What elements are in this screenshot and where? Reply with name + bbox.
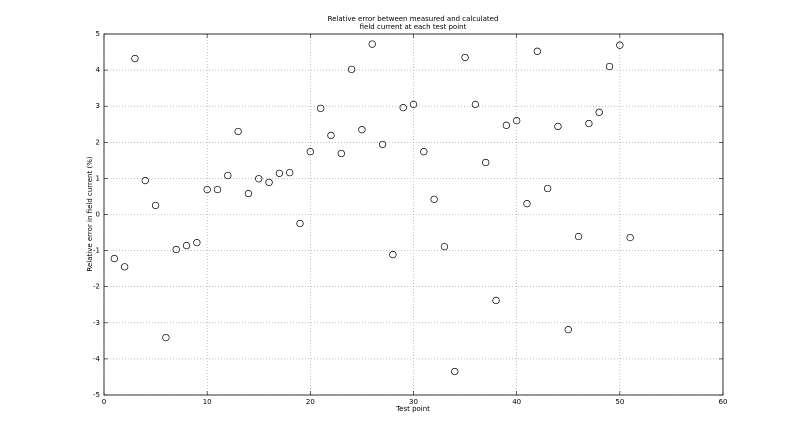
point: [141, 176, 149, 185]
point: [533, 47, 541, 55]
point: [120, 263, 129, 271]
point: [595, 108, 603, 116]
y-tick-label: -1: [93, 247, 100, 255]
chart-title: Relative error between measured and calc…: [328, 15, 499, 23]
point: [492, 296, 500, 305]
x-tick-label: 10: [203, 398, 212, 406]
point: [420, 148, 428, 156]
x-tick-label: 50: [615, 398, 624, 406]
y-tick-label: 3: [96, 102, 100, 110]
point: [224, 171, 232, 180]
point: [347, 65, 356, 74]
point: [451, 367, 459, 376]
point: [296, 219, 304, 228]
y-tick-label: -4: [93, 355, 101, 363]
point: [151, 201, 160, 210]
point: [131, 54, 139, 63]
y-tick-label: -2: [93, 283, 100, 291]
y-tick-label: 1: [96, 174, 100, 182]
point: [306, 148, 314, 156]
point: [203, 185, 211, 194]
point: [162, 333, 170, 342]
point: [286, 168, 294, 177]
point: [110, 254, 118, 263]
point: [378, 140, 387, 149]
plot-frame: [103, 33, 724, 396]
x-tick-label: 20: [306, 398, 315, 406]
x-tick-label: 40: [512, 398, 521, 406]
point: [317, 104, 325, 113]
chart-title: field current at each test point: [360, 23, 467, 31]
point: [430, 195, 438, 203]
y-tick-label: 4: [96, 66, 101, 74]
y-tick-label: 2: [96, 138, 100, 146]
y-tick-label: -5: [93, 391, 100, 399]
point: [626, 233, 634, 242]
point: [471, 100, 480, 109]
point: [616, 41, 624, 49]
y-tick-label: -3: [93, 319, 100, 327]
x-tick-label: 30: [409, 398, 418, 406]
point: [193, 239, 201, 247]
point: [327, 131, 335, 140]
point: [358, 126, 366, 134]
point: [213, 185, 222, 194]
point: [234, 127, 242, 136]
point: [244, 189, 253, 198]
point: [585, 119, 593, 128]
point: [461, 53, 469, 62]
y-tick-label: 0: [96, 211, 100, 219]
point: [502, 121, 511, 129]
point: [523, 200, 531, 208]
point: [337, 149, 345, 158]
point: [513, 116, 521, 125]
point: [605, 62, 614, 71]
x-axis-label: Test point: [395, 405, 430, 413]
point: [255, 175, 263, 183]
point: [389, 250, 397, 259]
point: [482, 158, 490, 167]
point: [554, 122, 562, 131]
point: [275, 169, 284, 177]
x-tick-label: 0: [102, 398, 106, 406]
point: [409, 100, 418, 109]
point: [182, 241, 191, 250]
point: [399, 103, 407, 112]
y-tick-label: 5: [96, 30, 100, 38]
x-tick-label: 60: [719, 398, 728, 406]
point: [543, 184, 552, 193]
point: [564, 326, 572, 334]
point: [440, 242, 449, 251]
point: [172, 245, 180, 254]
y-axis-label: Relative error in field current (%): [86, 156, 94, 271]
point: [265, 178, 273, 187]
point: [368, 40, 376, 48]
point: [574, 232, 583, 241]
